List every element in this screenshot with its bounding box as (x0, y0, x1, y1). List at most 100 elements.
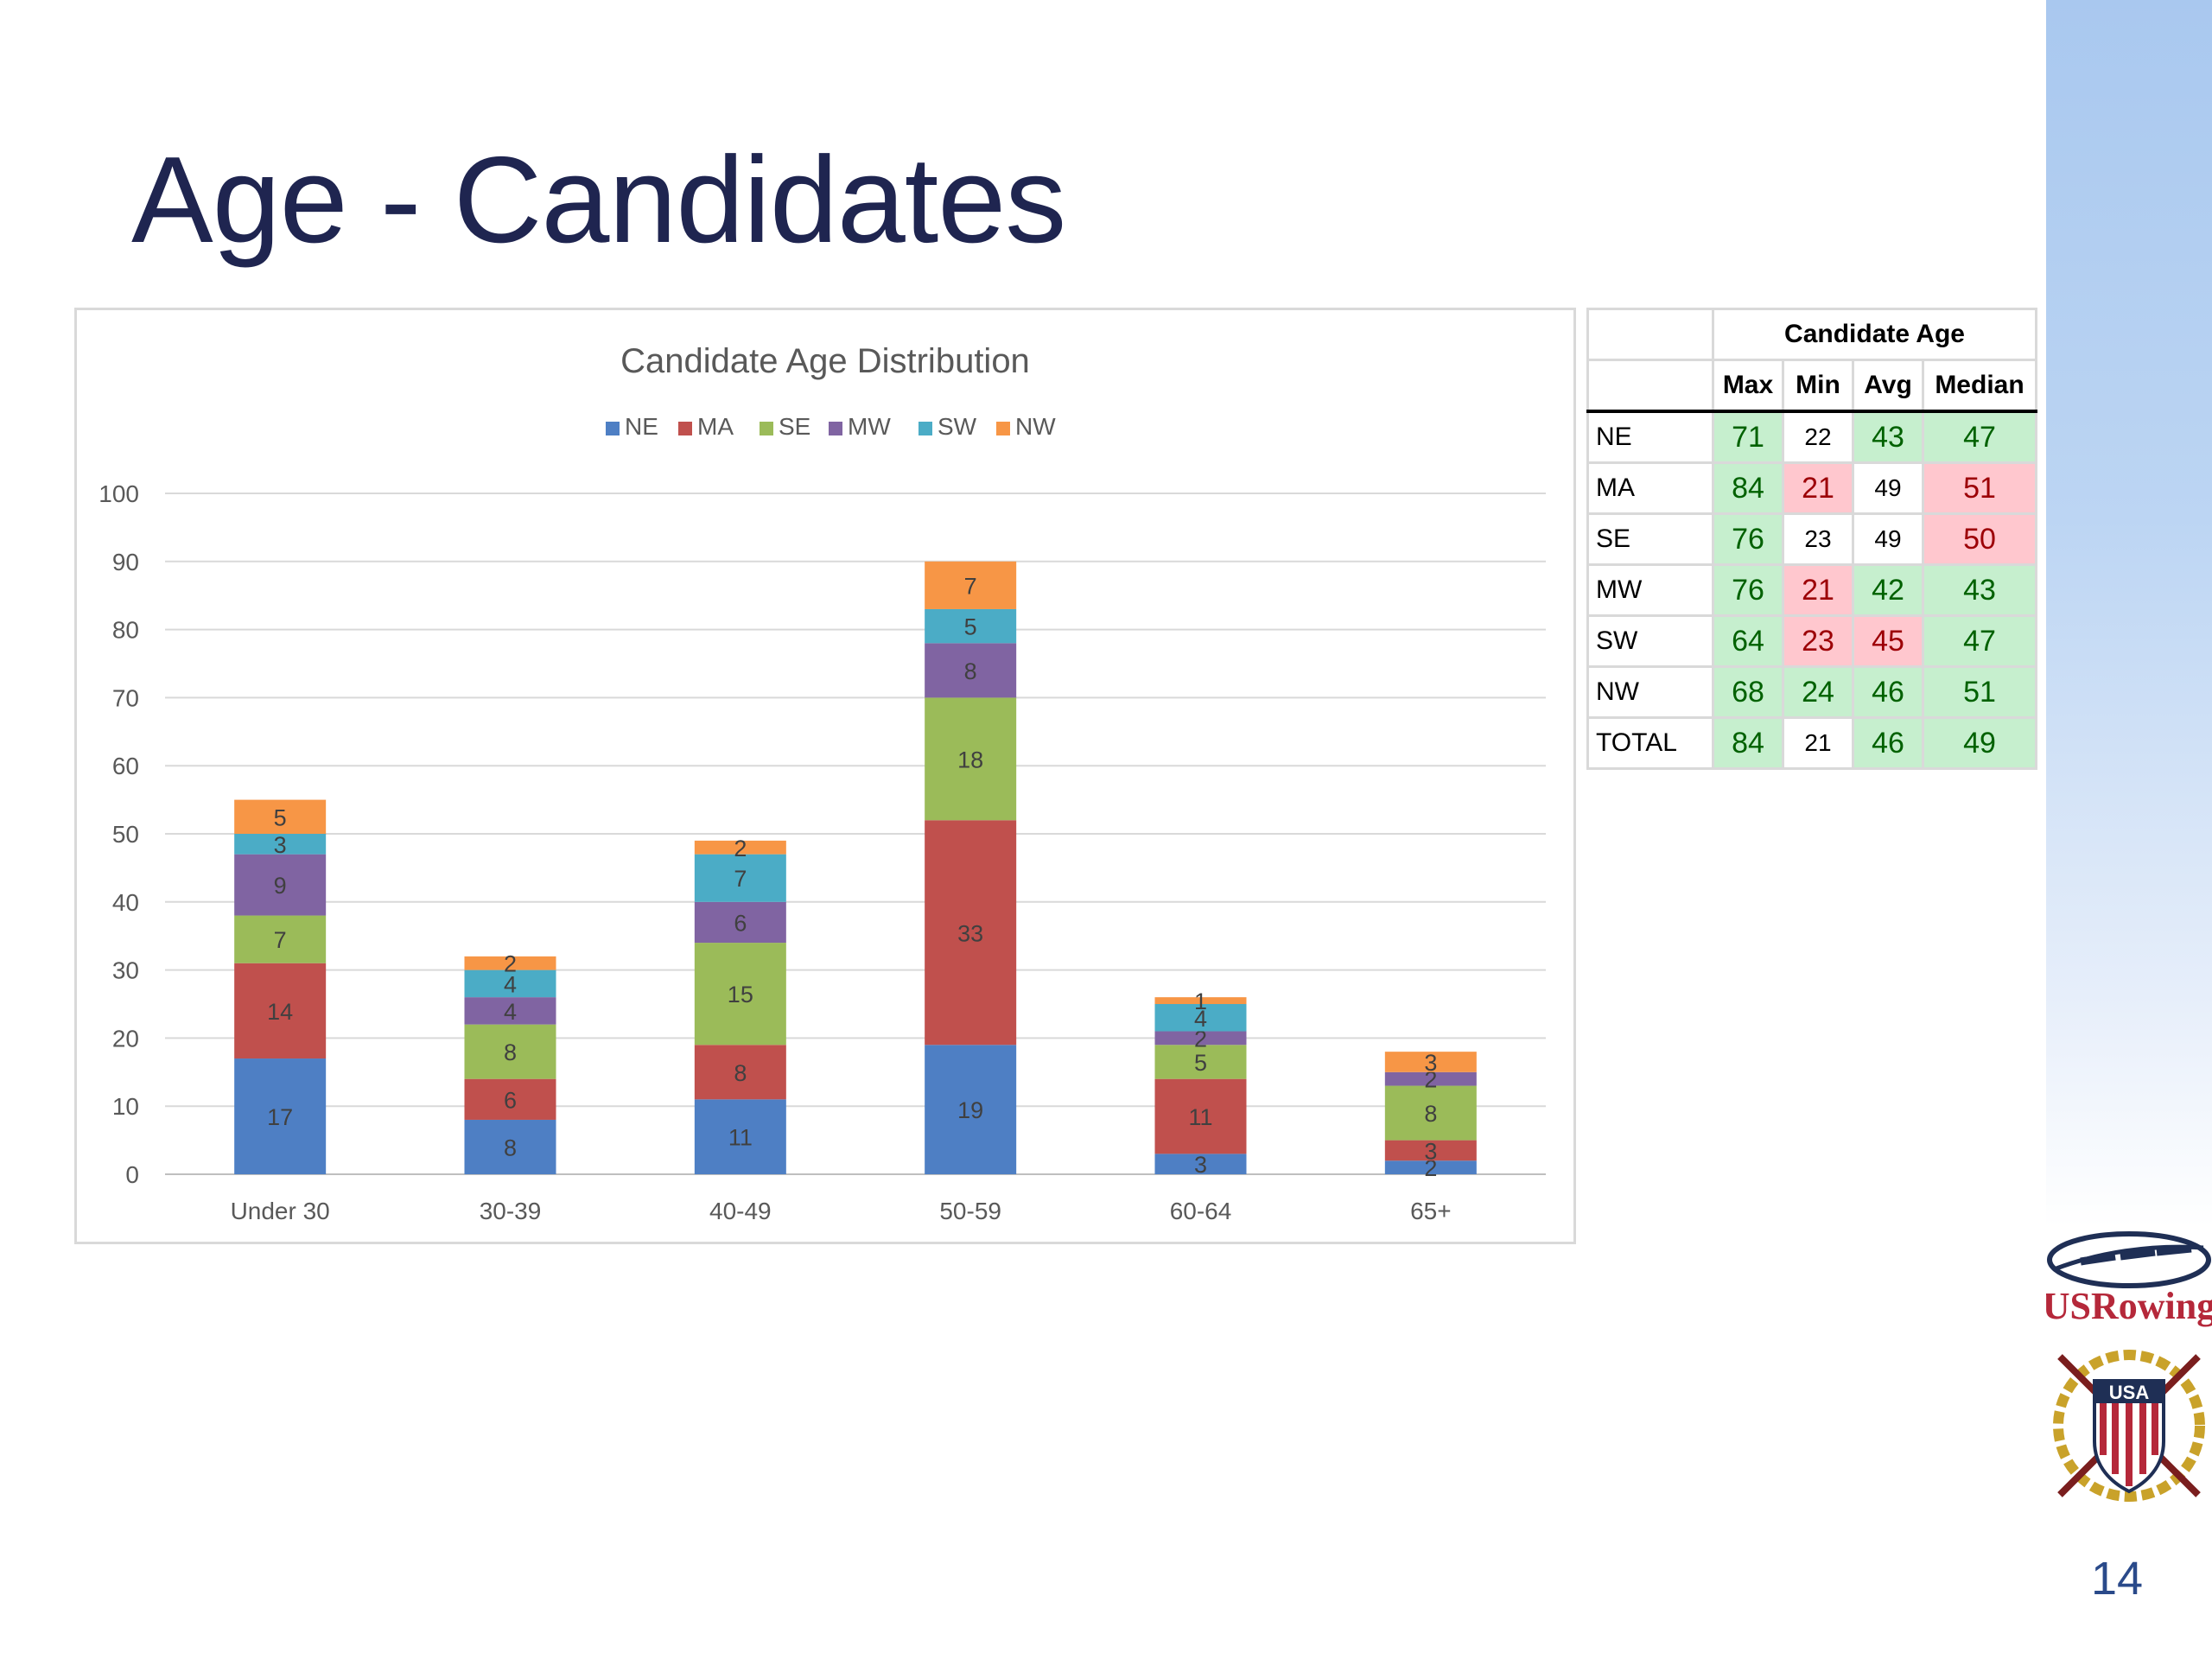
y-tick-label: 100 (99, 480, 139, 507)
y-tick-label: 10 (112, 1093, 139, 1120)
bar-nw (464, 956, 556, 970)
table-row: SW 64 23 45 47 (1586, 614, 2037, 668)
data-label: 8 (1424, 1101, 1437, 1127)
x-tick-label: 30-39 (480, 1198, 542, 1224)
data-label: 1 (1194, 988, 1207, 1014)
bar-ne (1384, 1160, 1477, 1174)
data-label: 2 (1424, 1155, 1437, 1181)
legend-label-sw: SW (938, 413, 977, 440)
bar-se (1384, 1085, 1477, 1141)
bar-se (925, 697, 1017, 821)
table-cell: 84 (1712, 716, 1784, 770)
data-label: 4 (504, 999, 517, 1025)
table-cell: 21 (1782, 461, 1854, 515)
bar-nw (694, 840, 786, 855)
data-label: 7 (274, 927, 287, 953)
table-cell: 42 (1852, 563, 1924, 617)
data-label: 8 (734, 1060, 747, 1086)
row-label: NW (1586, 665, 1714, 719)
table-cell: 68 (1712, 665, 1784, 719)
table-cell: 49 (1852, 461, 1924, 515)
data-label: 2 (1194, 1026, 1207, 1052)
table-corner-cell (1586, 359, 1714, 413)
data-label: 4 (504, 971, 517, 997)
x-tick-label: 65+ (1410, 1198, 1452, 1224)
table-cell: 84 (1712, 461, 1784, 515)
data-label: 9 (274, 873, 287, 899)
row-label: SW (1586, 614, 1714, 668)
data-label: 2 (734, 836, 747, 861)
data-label: 11 (728, 1125, 753, 1151)
row-label: MA (1586, 461, 1714, 515)
table-header-row: Max Min Avg Median (1586, 359, 2037, 413)
data-label: 6 (734, 910, 747, 936)
bar-se (1154, 1045, 1247, 1079)
data-label: 8 (504, 1039, 517, 1065)
logo-wordmark: USRowing (2046, 1285, 2212, 1327)
x-tick-label: 50-59 (939, 1198, 1001, 1224)
bar-sw (1154, 1004, 1247, 1032)
bar-nw (234, 799, 327, 834)
bar-mw (1384, 1071, 1477, 1086)
table-cell: 47 (1922, 614, 2037, 668)
legend-label-ma: MA (697, 413, 734, 440)
bar-sw (694, 854, 786, 902)
table-cell: 46 (1852, 716, 1924, 770)
data-label: 5 (274, 804, 287, 830)
bar-nw (925, 561, 1017, 609)
column-header: Median (1922, 359, 2037, 413)
bar-sw (234, 834, 327, 855)
rowing-shell-icon (2047, 1231, 2211, 1288)
y-tick-label: 20 (112, 1025, 139, 1052)
table-cell: 23 (1782, 614, 1854, 668)
bar-ne (234, 1058, 327, 1174)
table-cell: 21 (1782, 716, 1854, 770)
table-cell: 76 (1712, 563, 1784, 617)
table-cell: 64 (1712, 614, 1784, 668)
data-label: 2 (504, 951, 517, 977)
legend-label-ne: NE (625, 413, 658, 440)
x-tick-label: 40-49 (709, 1198, 772, 1224)
legend-swatch-nw (996, 422, 1010, 435)
table-row: SE 76 23 49 50 (1586, 512, 2037, 566)
table-cell: 71 (1712, 410, 1784, 464)
data-label: 8 (504, 1135, 517, 1160)
bar-mw (234, 854, 327, 916)
data-label: 3 (1424, 1138, 1437, 1164)
legend-swatch-se (760, 422, 773, 435)
chart-container: Candidate Age Distribution NE MA SE MW SW NW 0 1… (74, 308, 1576, 1244)
row-label: MW (1586, 563, 1714, 617)
legend-label-nw: NW (1015, 413, 1056, 440)
table-cell: 45 (1852, 614, 1924, 668)
bar-ne (464, 1119, 556, 1174)
table-cell: 51 (1922, 461, 2037, 515)
bar-mw (464, 997, 556, 1025)
data-label: 4 (1194, 1006, 1207, 1032)
row-label: SE (1586, 512, 1714, 566)
usa-badge-text: USA (2109, 1382, 2150, 1403)
table-title-row: Candidate Age (1586, 308, 2037, 361)
table-cell: 43 (1922, 563, 2037, 617)
bar-nw (1384, 1052, 1477, 1072)
table-cell: 21 (1782, 563, 1854, 617)
table-cell: 46 (1852, 665, 1924, 719)
table-cell: 76 (1712, 512, 1784, 566)
y-tick-label: 70 (112, 684, 139, 711)
y-tick-label: 0 (125, 1161, 139, 1188)
table-cell: 23 (1782, 512, 1854, 566)
legend-swatch-ma (678, 422, 692, 435)
data-label: 3 (1194, 1152, 1207, 1178)
data-label: 3 (1424, 1050, 1437, 1076)
table-cell: 51 (1922, 665, 2037, 719)
table-cell: 50 (1922, 512, 2037, 566)
data-label: 15 (728, 982, 753, 1007)
data-label: 5 (964, 614, 977, 640)
table-cell: 22 (1782, 410, 1854, 464)
data-label: 5 (1194, 1050, 1207, 1076)
table-cell: 49 (1852, 512, 1924, 566)
data-label: 14 (267, 999, 293, 1025)
legend-swatch-ne (606, 422, 620, 435)
data-label: 7 (734, 866, 747, 892)
slide-title: Age - Candidates (131, 131, 1066, 269)
bar-ne (694, 1099, 786, 1174)
